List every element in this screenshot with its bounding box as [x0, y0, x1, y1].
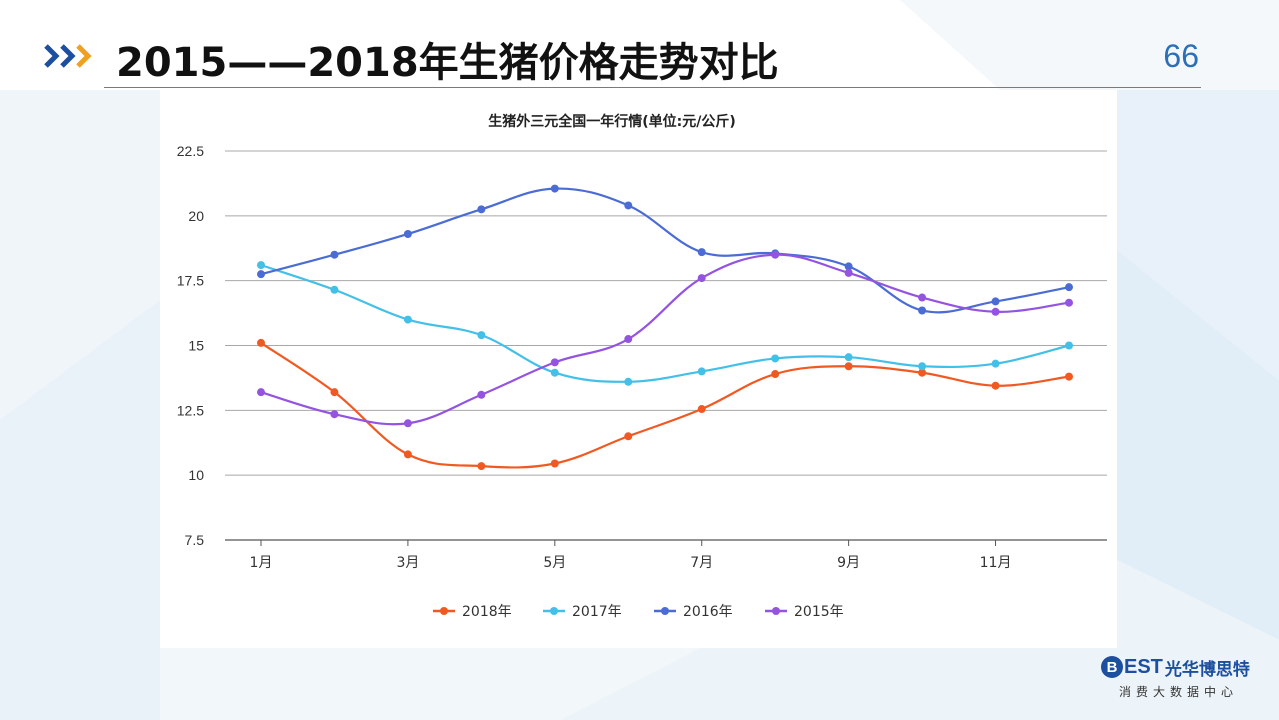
data-point	[550, 358, 559, 367]
data-point	[697, 274, 706, 283]
data-point	[550, 459, 559, 468]
y-tick-label: 20	[188, 208, 204, 224]
data-point	[624, 432, 633, 441]
data-point	[257, 388, 265, 397]
data-point	[257, 270, 265, 279]
legend-label: 2018年	[462, 604, 512, 620]
data-point	[991, 307, 1000, 316]
series-1	[257, 338, 1073, 471]
y-tick-label: 17.5	[177, 273, 204, 289]
data-point	[624, 377, 633, 386]
x-tick-label: 5月	[543, 555, 566, 571]
y-tick-label: 12.5	[177, 402, 204, 418]
data-point	[550, 184, 559, 193]
header-divider	[104, 87, 1201, 88]
y-axis-ticks: 7.5 10 12.5 15 17.5 20 22.5	[177, 143, 204, 548]
chart-panel	[162, 101, 1117, 648]
data-point	[257, 261, 265, 270]
y-tick-label: 22.5	[177, 143, 204, 159]
legend-swatch-dot	[772, 607, 780, 615]
series-4	[257, 250, 1073, 428]
x-axis-ticks: 1月 3月 5月 7月 9月 11月	[250, 540, 1012, 571]
data-point	[697, 405, 706, 414]
data-point	[991, 297, 1000, 306]
series-line	[260, 253, 1070, 426]
data-point	[918, 293, 927, 302]
data-point	[330, 388, 339, 397]
legend-swatch-dot	[661, 607, 669, 615]
data-point	[330, 285, 339, 294]
series-line	[260, 187, 1070, 314]
data-point	[991, 359, 1000, 368]
legend-label: 2015年	[794, 604, 844, 620]
logo-brand: EST	[1124, 655, 1163, 678]
data-point	[918, 368, 927, 377]
y-tick-label: 15	[188, 338, 204, 354]
data-point	[403, 315, 412, 324]
data-point	[624, 201, 633, 210]
data-point	[771, 250, 780, 259]
logo-subtitle: 消费大数据中心	[1119, 685, 1239, 699]
page-number: 66	[1163, 38, 1199, 74]
data-point	[257, 338, 265, 347]
data-point	[330, 250, 339, 259]
data-point	[918, 306, 927, 315]
data-point	[624, 335, 633, 344]
x-tick-label: 3月	[396, 555, 419, 571]
page-title: 2015——2018年生猪价格走势对比	[116, 40, 779, 86]
data-point	[403, 229, 412, 238]
data-point	[991, 381, 1000, 390]
data-point	[697, 248, 706, 257]
chart-gridlines	[225, 150, 1107, 541]
data-point	[1065, 298, 1073, 307]
data-point	[918, 362, 927, 371]
chevron-arrows-icon	[44, 44, 92, 68]
legend-item: 2015年	[765, 604, 844, 620]
data-point	[844, 362, 853, 371]
chart-legend: 2018年 2017年 2016年 2015年	[433, 604, 844, 620]
y-tick-label: 10	[188, 467, 204, 483]
data-point	[477, 205, 486, 214]
legend-item: 2018年	[433, 604, 512, 620]
data-point	[550, 368, 559, 377]
data-point	[697, 367, 706, 376]
data-point	[844, 353, 853, 362]
data-point	[844, 262, 853, 271]
legend-swatch-dot	[550, 607, 558, 615]
data-point	[1065, 283, 1073, 292]
data-point	[330, 410, 339, 419]
series-line	[260, 264, 1070, 383]
data-point	[477, 462, 486, 471]
data-point	[477, 390, 486, 399]
legend-label: 2017年	[572, 604, 622, 620]
data-point	[477, 331, 486, 340]
x-tick-label: 7月	[690, 555, 713, 571]
data-point	[1065, 372, 1073, 381]
brand-logo: B EST 光华博思特 消费大数据中心	[1101, 654, 1261, 704]
chart-series	[257, 184, 1073, 471]
data-point	[844, 268, 853, 277]
legend-label: 2016年	[683, 604, 733, 620]
chart-title: 生猪外三元全国一年行情(单位:元/公斤)	[488, 113, 736, 130]
data-point	[403, 450, 412, 459]
series-2	[257, 261, 1073, 386]
data-point	[1065, 341, 1073, 350]
data-point	[771, 370, 780, 379]
legend-swatch-dot	[440, 607, 448, 615]
logo-mark: B	[1101, 656, 1123, 678]
legend-item: 2017年	[543, 604, 622, 620]
x-tick-label: 9月	[837, 555, 860, 571]
data-point	[771, 354, 780, 363]
data-point	[403, 419, 412, 428]
logo-brand-cn: 光华博思特	[1164, 659, 1250, 680]
y-tick-label: 7.5	[185, 532, 205, 548]
series-3	[257, 184, 1073, 315]
x-tick-label: 11月	[980, 555, 1012, 571]
x-tick-label: 1月	[250, 555, 273, 571]
series-line	[260, 341, 1070, 469]
legend-item: 2016年	[654, 604, 733, 620]
